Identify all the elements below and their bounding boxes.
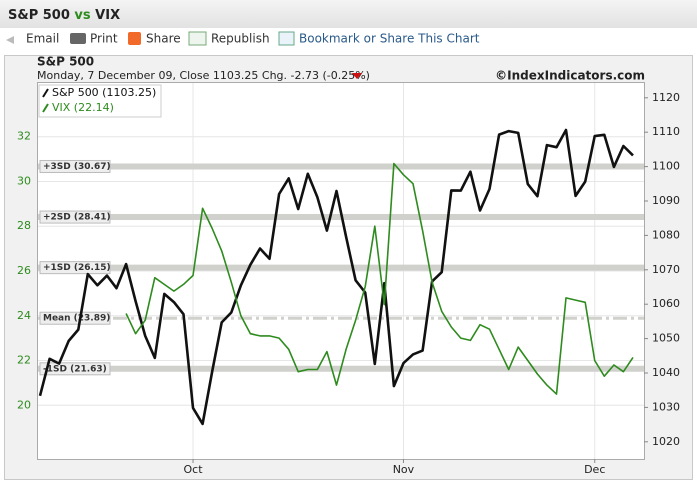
band-label: Mean (23.89) xyxy=(43,314,110,324)
y-tick-label: 30 xyxy=(17,174,31,187)
band-label: +2SD (28.41) xyxy=(43,213,111,223)
band-label-box xyxy=(39,311,111,325)
y2-tick-label: 1080 xyxy=(652,228,680,241)
y2-tick-label: 1120 xyxy=(652,91,680,104)
page-title: S&P 500 vs VIX xyxy=(8,8,120,23)
y-tick-label: 32 xyxy=(17,130,31,143)
legend-label: S&P 500 (1103.25) xyxy=(52,86,156,99)
x-tick-label: Dec xyxy=(584,463,605,476)
legend-swatch xyxy=(42,88,49,98)
y2-tick-label: 1020 xyxy=(652,435,680,448)
band-label-box xyxy=(39,362,111,376)
band-label: -1SD (21.63) xyxy=(43,364,107,374)
y-tick-label: 24 xyxy=(17,309,31,322)
y-tick-label: 20 xyxy=(17,398,31,411)
y-tick-label: 28 xyxy=(17,219,31,232)
chart-title: S&P 500 xyxy=(37,55,94,69)
print-button[interactable]: Print xyxy=(90,32,118,46)
republish-icon xyxy=(188,31,207,46)
title-part: S&P 500 xyxy=(8,8,70,23)
series-line xyxy=(38,128,634,426)
chart-subtitle: Monday, 7 December 09, Close 1103.25 Chg… xyxy=(37,69,370,82)
y2-tick-label: 1110 xyxy=(652,125,680,138)
title-bar xyxy=(0,0,697,28)
series-line xyxy=(125,162,634,395)
x-tick-label: Nov xyxy=(393,463,415,476)
down-arrow xyxy=(352,73,362,79)
y2-tick-label: 1070 xyxy=(652,263,680,276)
bookmark-icon xyxy=(278,31,295,46)
title-part: VIX xyxy=(95,8,120,23)
source: ©IndexIndicators.com xyxy=(495,69,645,83)
band-label: +1SD (26.15) xyxy=(43,263,111,273)
y2-tick-label: 1090 xyxy=(652,194,680,207)
email-button[interactable]: Email xyxy=(26,32,59,46)
republish-button[interactable]: Republish xyxy=(211,32,270,46)
y2-tick-label: 1060 xyxy=(652,297,680,310)
share-button[interactable]: Share xyxy=(146,32,181,46)
y-tick-label: 22 xyxy=(17,354,31,367)
print-icon xyxy=(70,33,86,44)
y2-tick-label: 1030 xyxy=(652,400,680,413)
y2-tick-label: 1050 xyxy=(652,332,680,345)
band-label-box xyxy=(39,210,111,224)
band-label: +3SD (30.67) xyxy=(43,162,111,172)
legend-box xyxy=(38,84,162,118)
share-icon xyxy=(128,32,141,45)
y2-tick-label: 1040 xyxy=(652,366,680,379)
title-part: vs xyxy=(74,8,90,23)
y2-tick-label: 1100 xyxy=(652,160,680,173)
band-label-box xyxy=(39,159,111,173)
band-label-box xyxy=(39,261,111,275)
y-tick-label: 26 xyxy=(17,264,31,277)
legend-label: VIX (22.14) xyxy=(52,101,114,114)
x-tick-label: Oct xyxy=(184,463,204,476)
toolbar xyxy=(0,28,697,50)
bookmark-button[interactable]: Bookmark or Share This Chart xyxy=(299,32,480,46)
email-icon xyxy=(6,36,14,44)
legend-swatch xyxy=(42,103,49,113)
